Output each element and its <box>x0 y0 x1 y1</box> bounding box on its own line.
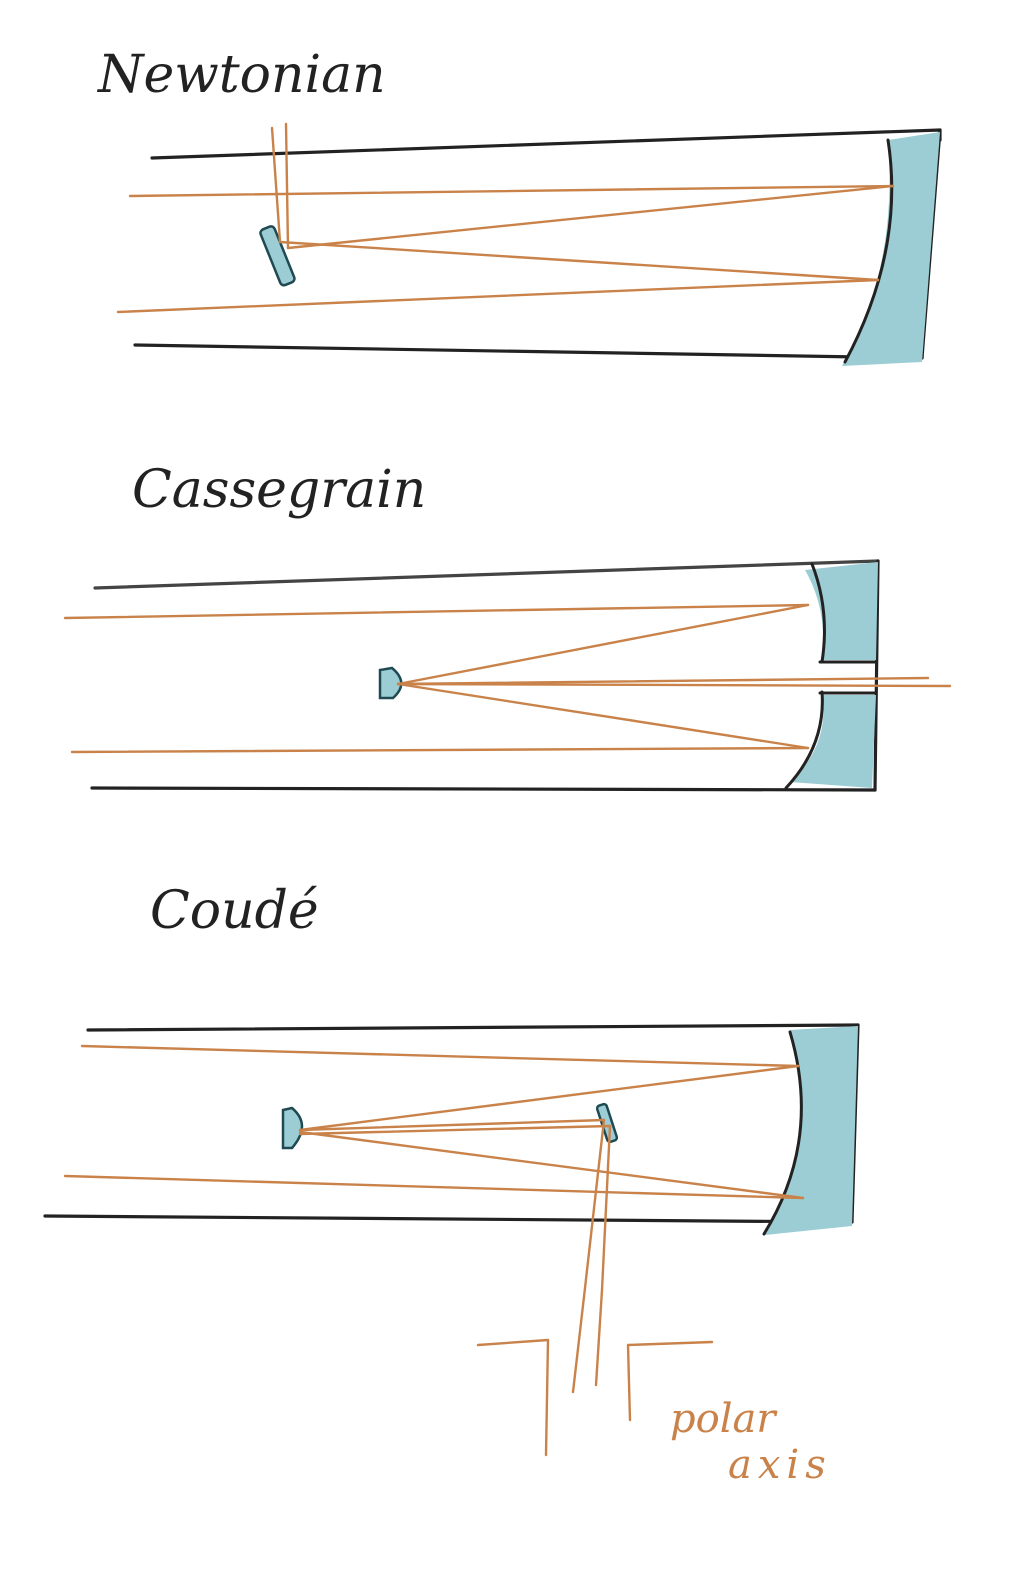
cassegrain-primary-mirror-surface <box>784 562 826 790</box>
newtonian-diagram: Newtonian <box>96 45 942 366</box>
coude-primary-mirror-surface <box>762 1030 803 1236</box>
newtonian-title: Newtonian <box>96 45 386 105</box>
coude-tube-top <box>86 1023 860 1032</box>
coude-diagram: Coudé pola <box>43 881 860 1488</box>
coude-secondary-mirror <box>281 1106 304 1150</box>
cassegrain-primary-mirror-lower <box>790 695 876 788</box>
newtonian-tube-top <box>150 128 942 160</box>
newtonian-tube-bottom <box>133 343 924 360</box>
polar-axis-label-line2: axis <box>728 1442 832 1488</box>
cassegrain-mirror-hole <box>818 660 878 695</box>
newtonian-light-rays <box>116 122 895 314</box>
newtonian-secondary-mirror <box>259 225 296 287</box>
newtonian-primary-mirror-surface <box>843 138 894 364</box>
newtonian-primary-mirror <box>842 132 940 366</box>
cassegrain-tube-bottom <box>90 786 877 792</box>
coude-title: Coudé <box>150 881 319 941</box>
cassegrain-light-rays <box>63 603 952 754</box>
coude-primary-mirror <box>765 1026 858 1235</box>
polar-axis-label-line1: polar <box>670 1396 778 1442</box>
cassegrain-diagram: Cassegrain <box>63 460 952 792</box>
cassegrain-tube-end <box>873 559 880 792</box>
coude-tube-bottom <box>43 1214 854 1224</box>
cassegrain-tube-top <box>93 559 880 590</box>
cassegrain-title: Cassegrain <box>132 460 426 520</box>
coude-tertiary-mirror <box>595 1102 619 1144</box>
coude-light-rays <box>63 1044 805 1394</box>
polar-axis-bearing <box>476 1338 714 1457</box>
